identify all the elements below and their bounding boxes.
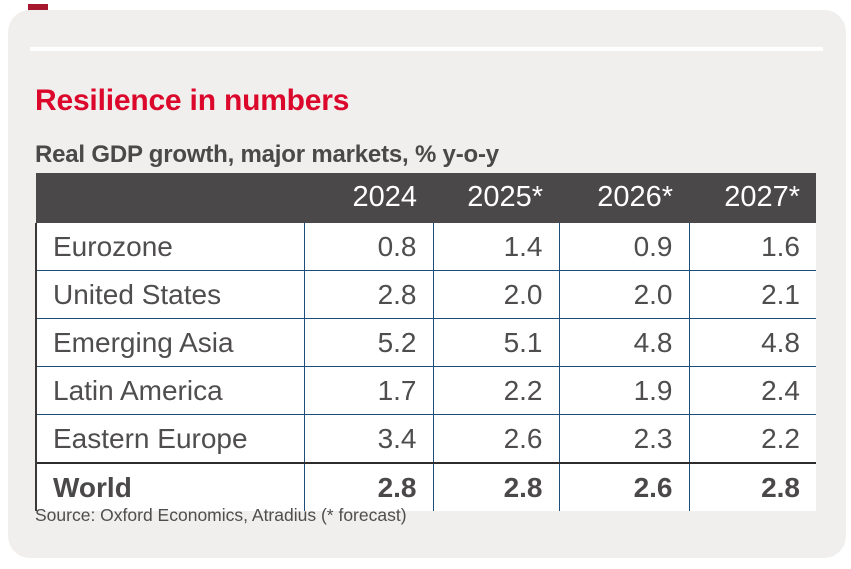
value-cell: 2.0 xyxy=(432,270,559,319)
year-column-header: 2027* xyxy=(689,173,816,223)
value-cell: 2.1 xyxy=(688,270,816,319)
value-cell: 4.8 xyxy=(558,318,689,367)
header-empty-cell xyxy=(36,173,304,223)
table-row: Eurozone 0.8 1.4 0.9 1.6 xyxy=(35,223,816,271)
row-label-cell: Eastern Europe xyxy=(35,414,304,463)
table-row: United States 2.8 2.0 2.0 2.1 xyxy=(35,270,816,319)
row-label-cell: Eurozone xyxy=(35,223,304,271)
table-header-row: 2024 2025* 2026* 2027* xyxy=(36,173,816,223)
row-label-cell: Latin America xyxy=(35,366,304,415)
source-note: Source: Oxford Economics, Atradius (* fo… xyxy=(35,505,407,525)
value-cell: 3.4 xyxy=(303,414,433,463)
value-cell: 2.4 xyxy=(688,366,816,415)
report-card: Resilience in numbers Real GDP growth, m… xyxy=(8,10,846,558)
value-cell: 5.2 xyxy=(303,318,433,367)
value-cell: 2.6 xyxy=(432,414,559,463)
value-cell: 0.9 xyxy=(558,223,689,271)
top-divider xyxy=(30,47,823,51)
gdp-growth-table: 2024 2025* 2026* 2027* Eurozone 0.8 1.4 0.9 1.6… xyxy=(35,173,816,511)
value-cell: 2.8 xyxy=(303,270,433,319)
value-cell: 2.0 xyxy=(558,270,689,319)
value-cell: 2.8 xyxy=(432,462,559,511)
year-column-header: 2026* xyxy=(559,173,689,223)
year-column-header: 2024 xyxy=(304,173,433,223)
table-row: Emerging Asia 5.2 5.1 4.8 4.8 xyxy=(35,318,816,367)
table-row: World 2.8 2.8 2.6 2.8 xyxy=(35,462,816,511)
table-body: Eurozone 0.8 1.4 0.9 1.6 United States 2.8 2.0 2… xyxy=(35,223,816,511)
value-cell: 2.2 xyxy=(432,366,559,415)
value-cell: 5.1 xyxy=(432,318,559,367)
value-cell: 2.8 xyxy=(303,462,433,511)
table-caption: Real GDP growth, major markets, % y-o-y xyxy=(35,141,499,168)
value-cell: 1.4 xyxy=(432,223,559,271)
value-cell: 1.6 xyxy=(688,223,816,271)
value-cell: 1.9 xyxy=(558,366,689,415)
value-cell: 2.2 xyxy=(688,414,816,463)
year-column-header: 2025* xyxy=(433,173,559,223)
row-label-cell: Emerging Asia xyxy=(35,318,304,367)
value-cell: 2.8 xyxy=(688,462,816,511)
value-cell: 2.3 xyxy=(558,414,689,463)
value-cell: 1.7 xyxy=(303,366,433,415)
section-title: Resilience in numbers xyxy=(35,84,350,117)
value-cell: 0.8 xyxy=(303,223,433,271)
value-cell: 4.8 xyxy=(688,318,816,367)
table-row: Eastern Europe 3.4 2.6 2.3 2.2 xyxy=(35,414,816,463)
value-cell: 2.6 xyxy=(558,462,689,511)
table-row: Latin America 1.7 2.2 1.9 2.4 xyxy=(35,366,816,415)
row-label-cell: United States xyxy=(35,270,304,319)
row-label-cell: World xyxy=(35,462,304,511)
